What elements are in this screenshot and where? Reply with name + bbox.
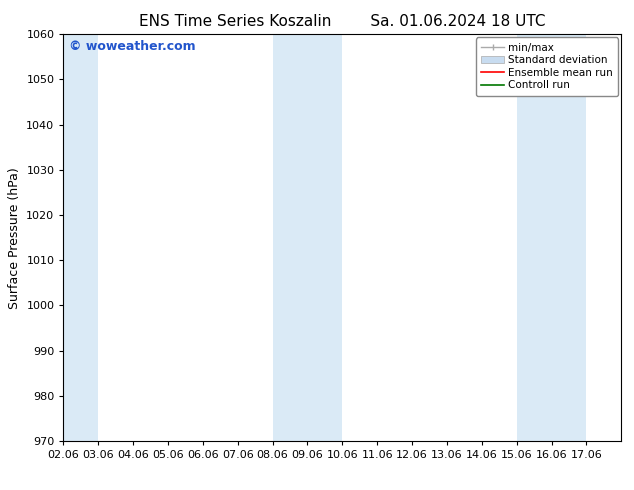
Bar [273, 34, 342, 441]
Bar [63, 34, 98, 441]
Legend: min/max, Standard deviation, Ensemble mean run, Controll run: min/max, Standard deviation, Ensemble me… [476, 37, 618, 96]
Title: ENS Time Series Koszalin        Sa. 01.06.2024 18 UTC: ENS Time Series Koszalin Sa. 01.06.2024 … [139, 14, 546, 29]
Bar [517, 34, 586, 441]
Y-axis label: Surface Pressure (hPa): Surface Pressure (hPa) [8, 167, 21, 309]
Text: © woweather.com: © woweather.com [69, 40, 196, 53]
